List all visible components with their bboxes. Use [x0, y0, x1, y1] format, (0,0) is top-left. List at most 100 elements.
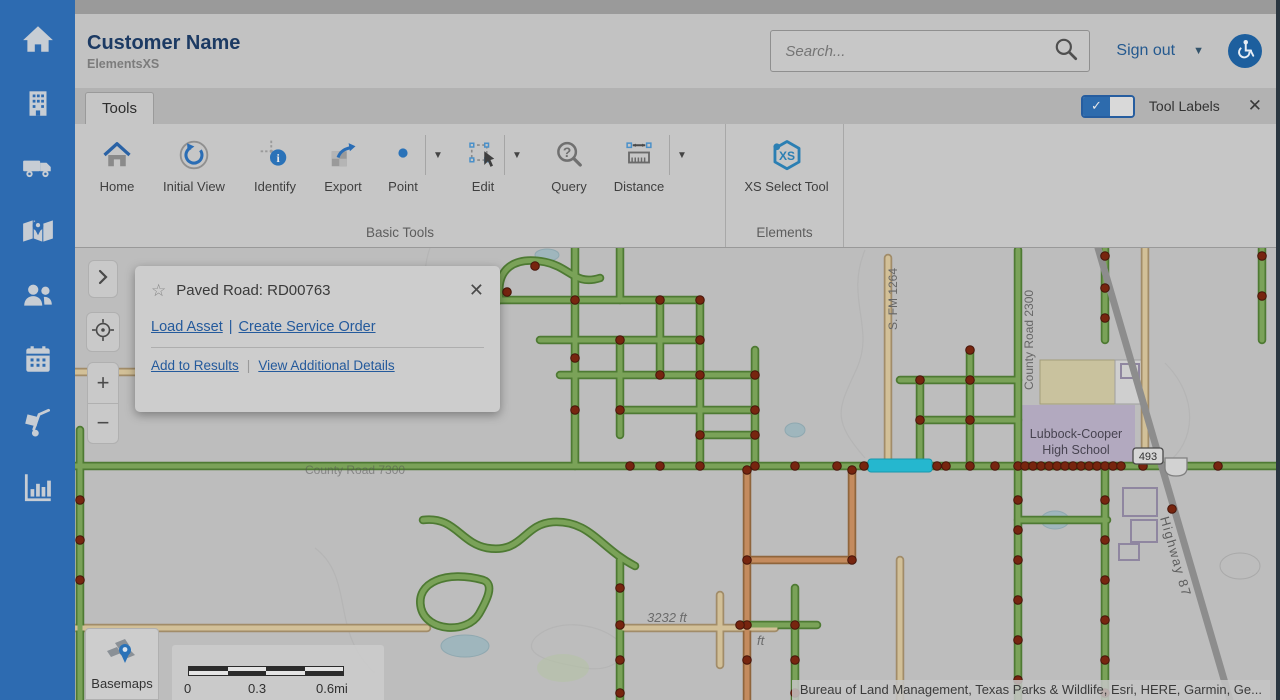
asset-point[interactable] [790, 461, 800, 471]
asset-point[interactable] [932, 461, 942, 471]
tool-identify[interactable]: i Identify [245, 134, 305, 194]
tool-edit[interactable]: Edit [462, 134, 504, 194]
asset-point[interactable] [502, 287, 512, 297]
asset-point[interactable] [655, 295, 665, 305]
expand-panel-button[interactable] [88, 260, 118, 298]
road[interactable] [417, 574, 492, 630]
asset-point[interactable] [1100, 575, 1110, 585]
asset-point[interactable] [615, 620, 625, 630]
asset-point[interactable] [750, 461, 760, 471]
add-to-results-link[interactable]: Add to Results [151, 358, 239, 373]
asset-point[interactable] [75, 495, 85, 505]
asset-point[interactable] [1013, 525, 1023, 535]
point-dropdown-caret-icon[interactable]: ▼ [433, 149, 443, 161]
asset-point[interactable] [655, 370, 665, 380]
asset-point[interactable] [1013, 495, 1023, 505]
tool-point[interactable]: Point [381, 134, 425, 194]
asset-point[interactable] [742, 555, 752, 565]
asset-point[interactable] [1084, 461, 1094, 471]
search-input[interactable] [785, 42, 1054, 60]
asset-point[interactable] [1100, 283, 1110, 293]
asset-point[interactable] [1100, 615, 1110, 625]
asset-point[interactable] [1092, 461, 1102, 471]
view-additional-details-link[interactable]: View Additional Details [258, 358, 395, 373]
sign-out-button[interactable]: Sign out [1116, 42, 1176, 59]
basemaps-button[interactable]: Basemaps [85, 628, 159, 700]
asset-point[interactable] [790, 655, 800, 665]
sidebar-item-map[interactable] [18, 214, 58, 252]
zoom-in-button[interactable]: + [88, 363, 118, 404]
asset-point[interactable] [750, 370, 760, 380]
road[interactable] [1094, 248, 1234, 700]
asset-point[interactable] [695, 370, 705, 380]
asset-point[interactable] [735, 620, 745, 630]
asset-point[interactable] [695, 430, 705, 440]
asset-point[interactable] [1116, 461, 1126, 471]
tool-xs-select[interactable]: XS XS Select Tool [737, 134, 837, 194]
asset-point[interactable] [832, 461, 842, 471]
asset-point[interactable] [847, 555, 857, 565]
asset-point[interactable] [570, 353, 580, 363]
asset-point[interactable] [1020, 461, 1030, 471]
asset-point[interactable] [1036, 461, 1046, 471]
asset-point[interactable] [1013, 555, 1023, 565]
asset-point[interactable] [965, 415, 975, 425]
popup-close-icon[interactable]: ✕ [468, 280, 484, 300]
sidebar-item-hand-truck[interactable] [18, 406, 58, 444]
asset-point[interactable] [1100, 251, 1110, 261]
sidebar-item-truck[interactable] [18, 150, 58, 188]
asset-point[interactable] [695, 461, 705, 471]
asset-point[interactable] [1100, 495, 1110, 505]
road[interactable] [420, 517, 638, 569]
sidebar-item-building[interactable] [18, 86, 58, 124]
asset-point[interactable] [655, 461, 665, 471]
asset-point[interactable] [530, 261, 540, 271]
asset-point[interactable] [847, 465, 857, 475]
selected-road-segment[interactable] [867, 458, 933, 473]
zoom-out-button[interactable]: − [96, 410, 110, 436]
asset-point[interactable] [625, 461, 635, 471]
edit-dropdown-caret-icon[interactable]: ▼ [512, 149, 522, 161]
ribbon-close-icon[interactable]: ✕ [1247, 96, 1262, 115]
asset-point[interactable] [1100, 535, 1110, 545]
asset-point[interactable] [1068, 461, 1078, 471]
asset-point[interactable] [965, 461, 975, 471]
asset-point[interactable] [75, 575, 85, 585]
tool-query[interactable]: ? Query [541, 134, 597, 194]
asset-point[interactable] [1108, 461, 1118, 471]
asset-point[interactable] [75, 535, 85, 545]
tool-distance[interactable]: Distance [609, 134, 669, 194]
asset-point[interactable] [1100, 313, 1110, 323]
asset-point[interactable] [790, 620, 800, 630]
tool-export[interactable]: Export [317, 134, 369, 194]
asset-point[interactable] [990, 461, 1000, 471]
asset-point[interactable] [615, 655, 625, 665]
asset-point[interactable] [1076, 461, 1086, 471]
asset-point[interactable] [1052, 461, 1062, 471]
asset-point[interactable] [615, 583, 625, 593]
asset-point[interactable] [742, 655, 752, 665]
asset-point[interactable] [1013, 595, 1023, 605]
asset-point[interactable] [570, 405, 580, 415]
asset-point[interactable] [750, 430, 760, 440]
create-service-order-link[interactable]: Create Service Order [238, 319, 376, 335]
tool-home[interactable]: Home [91, 134, 143, 194]
asset-point[interactable] [695, 295, 705, 305]
asset-point[interactable] [941, 461, 951, 471]
locate-me-button[interactable] [86, 312, 120, 352]
asset-point[interactable] [1060, 461, 1070, 471]
tool-labels-toggle[interactable]: ✓ [1080, 94, 1135, 118]
search-icon[interactable] [1053, 36, 1079, 67]
asset-point[interactable] [615, 405, 625, 415]
asset-point[interactable] [615, 688, 625, 698]
asset-point[interactable] [1257, 251, 1267, 261]
accessibility-button[interactable] [1228, 34, 1262, 68]
asset-point[interactable] [615, 335, 625, 345]
asset-point[interactable] [1213, 461, 1223, 471]
asset-point[interactable] [1028, 461, 1038, 471]
asset-point[interactable] [695, 335, 705, 345]
tab-tools[interactable]: Tools [85, 92, 155, 124]
sidebar-item-bar-chart[interactable] [18, 470, 58, 508]
sign-out-caret-icon[interactable]: ▼ [1193, 45, 1204, 57]
asset-point[interactable] [965, 375, 975, 385]
